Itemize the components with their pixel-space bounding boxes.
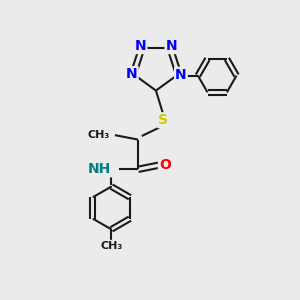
Text: N: N [126,67,138,81]
Text: NH: NH [88,162,111,176]
Text: O: O [159,158,171,172]
Text: N: N [135,39,146,53]
Text: N: N [166,39,177,53]
Text: N: N [175,68,187,82]
Text: CH₃: CH₃ [100,241,122,251]
Text: CH₃: CH₃ [88,130,110,140]
Text: S: S [158,113,168,127]
